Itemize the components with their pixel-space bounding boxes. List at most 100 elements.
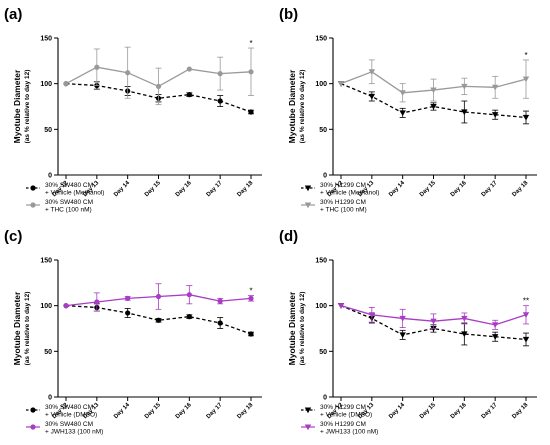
significance-marker: ** [523,297,529,306]
chart-panel-a: (a) Myotube Diameter (as % relative to day… [0,0,275,222]
legend-label: + Vehicle (Methanol) [45,190,104,197]
legend-label: + JWH133 (100 nM) [45,429,103,436]
data-point [430,103,437,110]
legend-label: 30% H1299 CM [320,404,366,411]
data-point [125,295,131,301]
data-point [430,87,437,94]
data-point [461,83,468,90]
data-point [186,314,192,320]
data-point [399,90,406,96]
x-tick-label: Day 18 [511,180,529,198]
y-axis-sublabel: (as % relative to day 12) [299,292,306,366]
legend-label: 30% H1299 CM [320,199,366,206]
data-point [522,312,530,318]
x-tick-label: Day 16 [175,180,193,198]
panel-label: (a) [4,6,22,23]
data-point [399,110,406,117]
y-axis-sublabel: (as % relative to day 12) [24,292,31,366]
data-point [337,303,345,309]
y-tick-label: 150 [40,258,52,265]
x-tick-label: Day 18 [236,402,254,420]
legend-label: + Vehicle (Methanol) [320,190,379,197]
panel-label: (c) [4,228,22,245]
legend: 30% SW480 CM+ Vehicle (DMSO)30% SW480 CM… [26,404,103,436]
data-point [461,315,468,322]
data-point [430,318,437,325]
y-tick-label: 50 [44,349,52,356]
significance-marker: * [249,287,252,296]
data-point [491,84,499,91]
data-point [186,66,192,72]
data-point [125,70,131,76]
legend-marker [304,424,312,431]
legend-label: 30% H1299 CM [320,182,366,189]
legend-marker [30,407,36,413]
y-axis-label: Myotube Diameter [12,291,22,365]
data-point [217,71,223,77]
legend-label: + JWH133 (100 nM) [320,429,378,436]
x-tick-label: Day 18 [236,180,254,198]
legend-label: 30% SW480 CM [45,182,93,189]
y-tick-label: 150 [315,36,327,43]
x-tick-label: Day 14 [388,180,406,198]
data-point [461,109,468,116]
data-point [248,295,254,301]
x-tick-label: Day 15 [144,402,162,420]
legend-label: 30% H1299 CM [320,421,366,428]
y-tick-label: 0 [48,173,52,180]
data-point [399,332,406,339]
data-point [399,315,406,322]
significance-marker: * [524,51,527,60]
x-tick-label: Day 15 [419,180,437,198]
y-tick-label: 100 [315,303,327,310]
series-2 [63,46,254,106]
chart-panel-d: (d) Myotube Diameter (as % relative to day… [275,222,550,444]
x-tick-label: Day 14 [113,180,131,198]
y-tick-label: 0 [323,395,327,402]
x-tick-label: Day 17 [481,402,499,420]
x-tick-label: Day 14 [388,402,406,420]
data-point [94,64,100,70]
data-point [186,92,192,98]
x-tick-label: Day 16 [175,402,193,420]
data-point [248,331,254,337]
data-point [217,320,223,326]
x-tick-label: Day 15 [144,180,162,198]
legend-label: 30% SW480 CM [45,199,93,206]
legend-label: + Vehicle (DMSO) [45,412,97,419]
x-tick-label: Day 17 [481,180,499,198]
data-point [217,298,223,304]
data-point [248,109,254,115]
legend-label: + THC (100 nM) [320,207,367,214]
series-1 [337,81,530,125]
legend-marker [304,407,312,414]
y-tick-label: 0 [323,173,327,180]
data-point [94,299,100,305]
legend-marker [304,185,312,192]
x-tick-label: Day 17 [206,180,224,198]
y-tick-label: 50 [319,349,327,356]
data-point [217,98,223,104]
data-point [337,81,345,87]
legend: 30% H1299 CM+ Vehicle (DMSO)30% H1299 CM… [301,404,378,436]
x-tick-label: Day 16 [450,402,468,420]
data-point [125,310,131,316]
y-tick-label: 100 [315,81,327,88]
data-point [155,83,162,90]
legend-label: 30% SW480 CM [45,421,93,428]
x-tick-label: Day 15 [419,402,437,420]
x-tick-label: Day 14 [113,402,131,420]
data-point [248,69,254,75]
x-tick-label: Day 16 [450,180,468,198]
y-axis-label: Myotube Diameter [287,69,297,143]
data-point [461,331,468,338]
data-point [155,317,162,323]
y-axis-sublabel: (as % relative to day 12) [299,70,306,144]
chart-panel-c: (c) Myotube Diameter (as % relative to day… [0,222,275,444]
data-point [522,76,530,83]
y-tick-label: 150 [40,36,52,43]
legend-marker [30,202,36,208]
data-point [491,112,499,118]
chart-panel-b: (b) Myotube Diameter (as % relative to day… [275,0,550,222]
x-tick-label: Day 18 [511,402,529,420]
